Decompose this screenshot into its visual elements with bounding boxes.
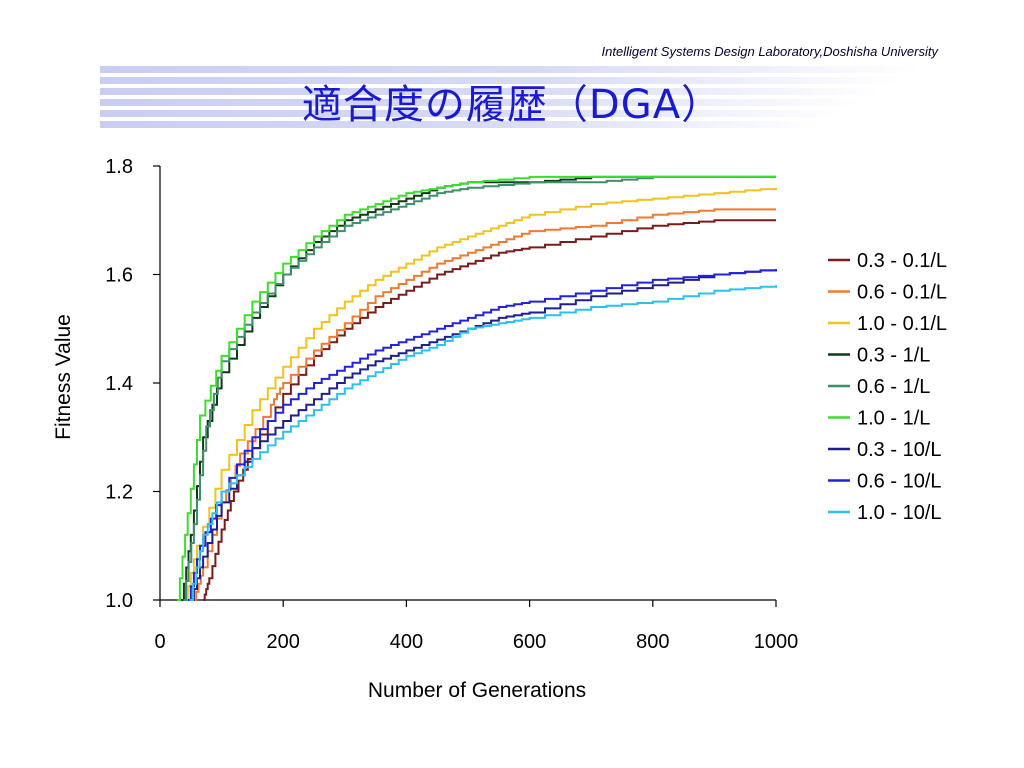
legend-label: 0.6 - 0.1/L [857, 282, 947, 304]
series-line-7 [190, 269, 777, 601]
x-tick-label: 200 [267, 631, 300, 653]
series-line-6 [177, 175, 776, 601]
x-tick-label: 1000 [754, 631, 799, 653]
legend-label: 1.0 - 10/L [857, 502, 942, 524]
series-line-5 [183, 175, 776, 601]
x-axis-label: Number of Generations [368, 679, 586, 702]
x-tick-label: 800 [636, 631, 669, 653]
chart-plot-area [177, 175, 777, 601]
x-tick-label: 400 [390, 631, 423, 653]
legend-label: 0.3 - 0.1/L [857, 250, 947, 272]
y-tick-label: 1.4 [105, 373, 133, 395]
y-axis-label: Fitness Value [52, 314, 75, 440]
series-line-1 [203, 219, 776, 601]
y-tick-label: 1.0 [105, 590, 133, 612]
chart-axes: 0 200 400 600 800 1000 1.0 1.2 1.4 1.6 1.8 [105, 156, 798, 653]
legend-label: 0.6 - 1/L [857, 376, 930, 398]
lab-name: Intelligent Systems Design Laboratory,Do… [601, 44, 938, 59]
x-tick-label: 600 [513, 631, 546, 653]
x-tick-label: 0 [154, 631, 165, 653]
legend-label: 1.0 - 1/L [857, 408, 930, 430]
legend-label: 0.6 - 10/L [857, 471, 942, 493]
legend-label: 0.3 - 1/L [857, 345, 930, 367]
chart-legend: 0.3 - 0.1/L 0.6 - 0.1/L 1.0 - 0.1/L 0.3 - 1… [828, 250, 947, 524]
legend-label: 1.0 - 0.1/L [857, 313, 947, 335]
series-line-2 [193, 208, 776, 601]
y-tick-label: 1.8 [105, 156, 133, 178]
series-line-9 [189, 285, 777, 601]
legend-label: 0.3 - 10/L [857, 439, 942, 461]
series-line-8 [187, 269, 777, 601]
title-stripes [100, 66, 920, 128]
y-tick-label: 1.2 [105, 482, 133, 504]
y-tick-label: 1.6 [105, 265, 133, 287]
series-line-3 [184, 187, 777, 601]
slide-title: 適合度の履歴（DGA） [301, 82, 723, 128]
